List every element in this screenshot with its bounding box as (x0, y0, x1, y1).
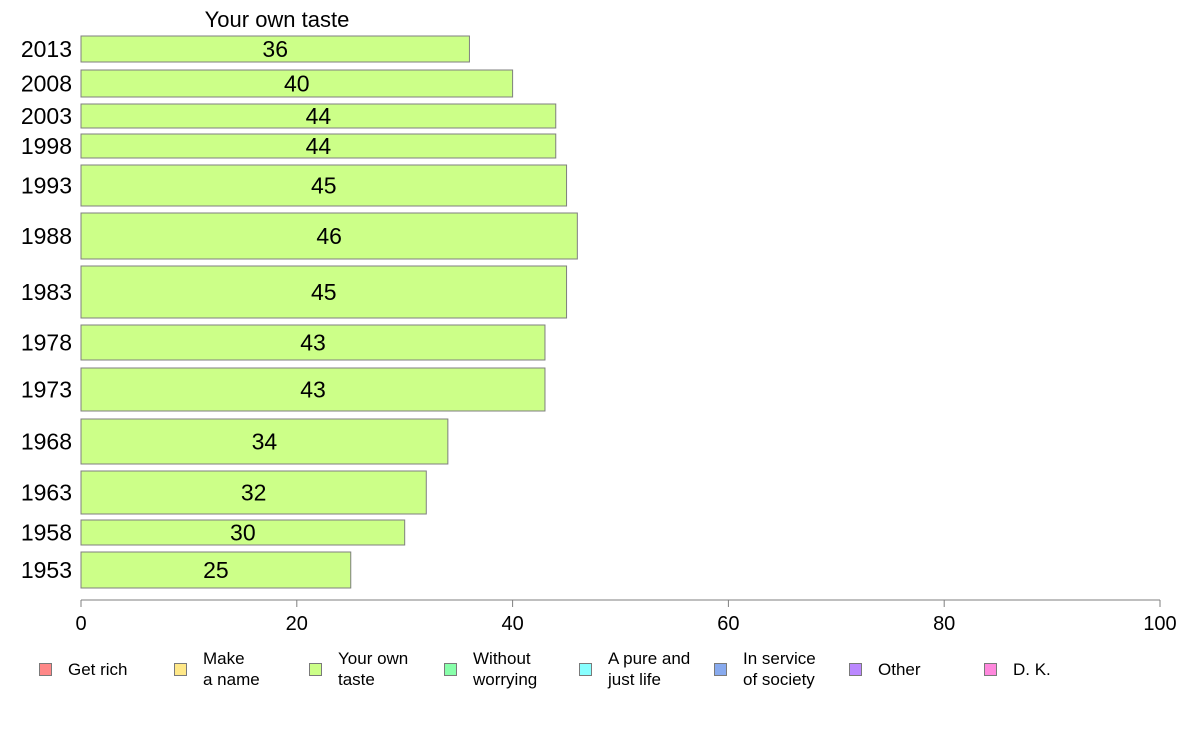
legend-label: Without worrying (473, 649, 538, 689)
x-tick-label-60: 60 (717, 613, 739, 635)
bar-1998 (80, 133, 557, 159)
bar-1963 (80, 470, 427, 515)
data-label-1963: 32 (241, 480, 267, 506)
legend-item-2: Make a name (174, 648, 260, 690)
data-label-1973: 43 (300, 377, 326, 403)
legend-item-4: Without worrying (444, 648, 537, 690)
legend-swatch (174, 662, 187, 676)
data-label-1983: 45 (311, 279, 337, 305)
bar-1968 (80, 418, 449, 465)
x-tick-label-0: 0 (75, 613, 86, 635)
x-tick-label-20: 20 (286, 613, 308, 635)
legend-swatch (714, 662, 727, 676)
bar-chart: Your own taste 2013 36 2008 40 2003 44 1998 44 1… (21, 7, 1177, 635)
bar-1973 (80, 367, 546, 412)
data-label-1958: 30 (230, 520, 256, 546)
legend-swatch (444, 662, 457, 676)
category-label-2003: 2003 (21, 103, 72, 129)
bar-2013 (80, 35, 470, 63)
legend-item-5: A pure and just life (579, 648, 690, 690)
legend-swatch (309, 662, 322, 676)
legend-label: D. K. (1013, 659, 1051, 679)
bar-1983 (80, 265, 568, 319)
bar-2008 (80, 69, 514, 98)
data-label-1953: 25 (203, 557, 229, 583)
legend: Get rich Make a name Your own taste Without… (0, 648, 1188, 698)
x-tick-label-40: 40 (501, 613, 523, 635)
legend-label: Other (878, 659, 921, 679)
legend-swatch (849, 662, 862, 676)
legend-item-7: Other (849, 648, 921, 690)
category-label-1958: 1958 (21, 520, 72, 546)
category-label-1968: 1968 (21, 429, 72, 455)
legend-swatch (579, 662, 592, 676)
category-label-2013: 2013 (21, 36, 72, 62)
category-label-1983: 1983 (21, 279, 72, 305)
bar-1978 (80, 324, 546, 361)
data-label-1978: 43 (300, 330, 326, 356)
category-label-2008: 2008 (21, 71, 72, 97)
category-label-1988: 1988 (21, 223, 72, 249)
x-tick-label-100: 100 (1143, 613, 1176, 635)
legend-item-3: Your own taste (309, 648, 408, 690)
legend-label: Make a name (203, 649, 260, 689)
legend-label: A pure and just life (608, 649, 691, 689)
x-tick-label-80: 80 (933, 613, 955, 635)
data-label-2013: 36 (262, 36, 288, 62)
legend-swatch (39, 662, 52, 676)
data-label-1968: 34 (252, 429, 278, 455)
category-label-1963: 1963 (21, 480, 72, 506)
legend-item-6: In service of society (714, 648, 816, 690)
bar-1993 (80, 164, 568, 207)
legend-swatch (984, 662, 997, 676)
legend-label: In service of society (743, 649, 816, 689)
data-label-1993: 45 (311, 173, 337, 199)
chart-title: Your own taste (205, 7, 350, 32)
category-label-1978: 1978 (21, 330, 72, 356)
data-label-2003: 44 (306, 103, 332, 129)
category-label-1998: 1998 (21, 133, 72, 159)
bar-1988 (80, 212, 578, 260)
legend-label: Get rich (68, 659, 128, 679)
category-label-1973: 1973 (21, 377, 72, 403)
data-label-1998: 44 (306, 133, 332, 159)
data-label-1988: 46 (316, 223, 342, 249)
data-label-2008: 40 (284, 71, 310, 97)
bar-1953 (80, 551, 352, 589)
legend-item-1: Get rich (39, 648, 128, 690)
bar-1958 (80, 519, 406, 546)
legend-label: Your own taste (338, 649, 409, 689)
category-label-1993: 1993 (21, 173, 72, 199)
bar-2003 (80, 103, 557, 129)
legend-item-8: D. K. (984, 648, 1051, 690)
category-label-1953: 1953 (21, 557, 72, 583)
x-axis: 0 20 40 60 80 100 (75, 599, 1177, 635)
bars-group: 2013 36 2008 40 2003 44 1998 44 1993 45 1988 46 1983… (21, 35, 578, 589)
